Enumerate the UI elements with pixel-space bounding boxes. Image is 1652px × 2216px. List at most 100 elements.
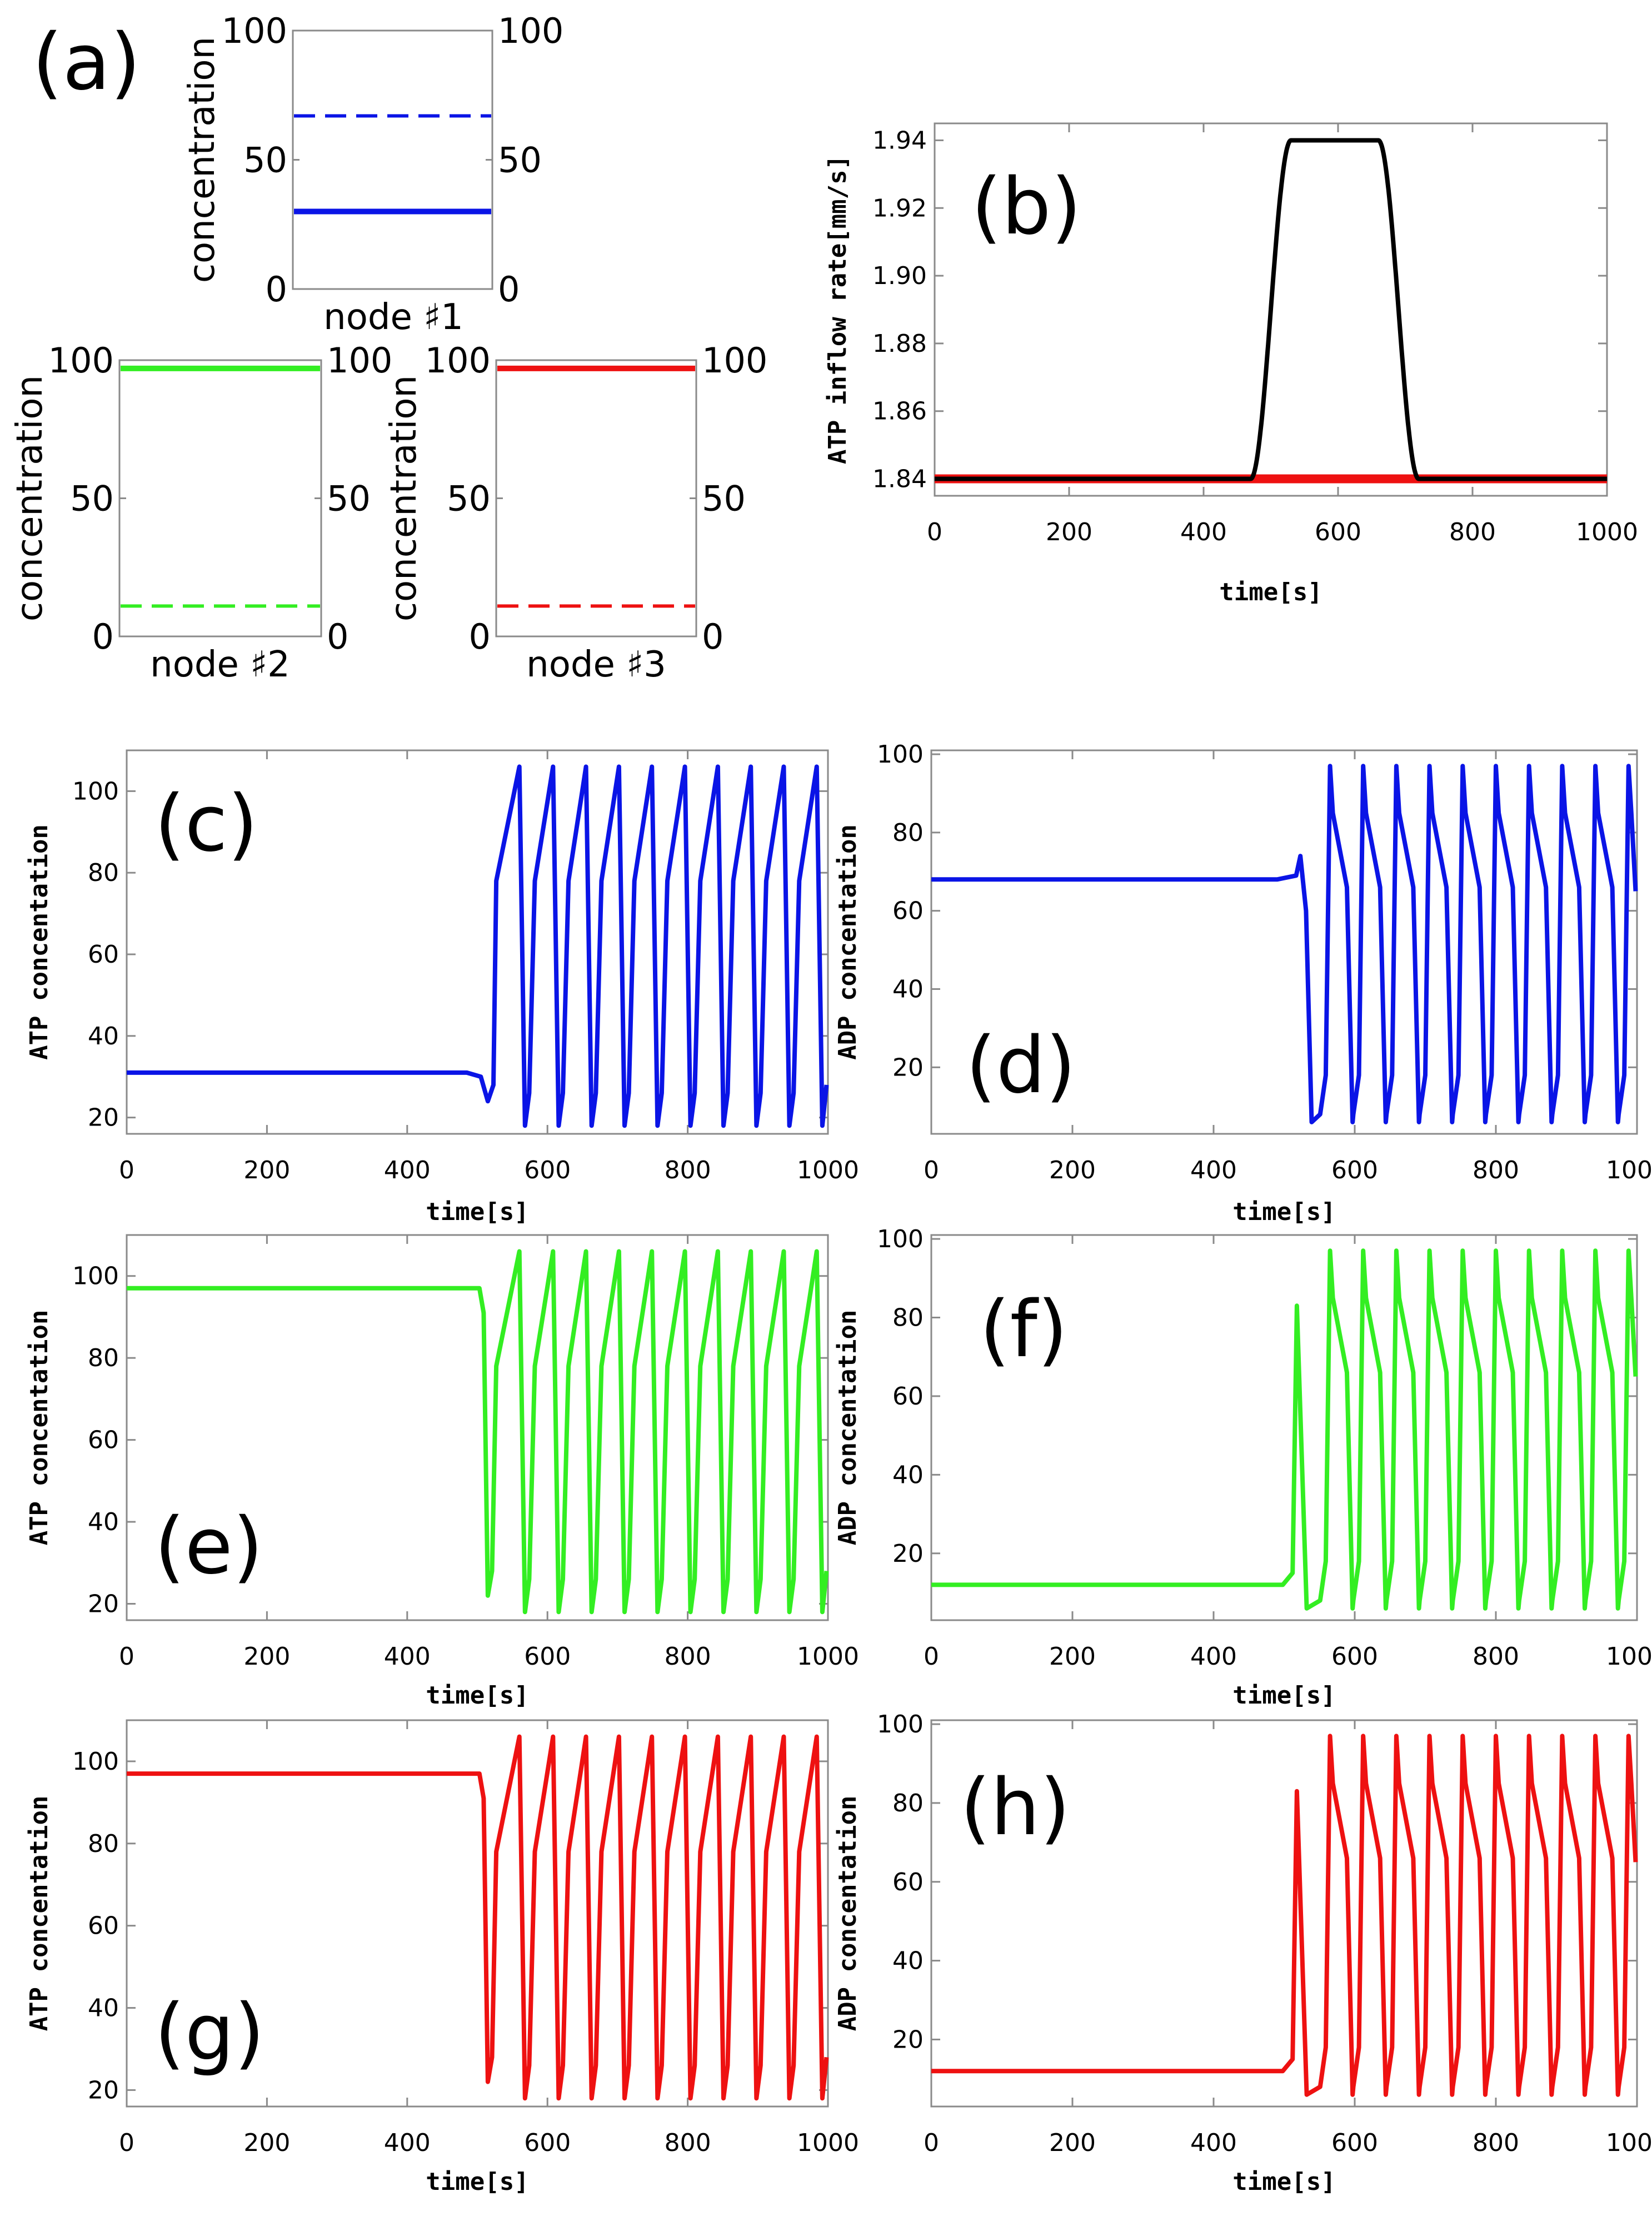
x-tick-label: 400: [384, 2129, 431, 2157]
x-tick-label: 400: [1190, 1642, 1237, 1671]
x-tick-label: 0: [119, 1156, 134, 1184]
tick-label: 50: [327, 479, 371, 519]
x-tick-label: 0: [924, 1642, 939, 1671]
panel-f-letter: (f): [980, 1284, 1068, 1375]
y-tick-label: 80: [88, 1344, 119, 1372]
y-tick-label: 100: [72, 1747, 119, 1776]
series-red-line: [127, 1734, 829, 2101]
y-tick-label: 40: [88, 1022, 119, 1050]
y-tick-label: 60: [892, 897, 924, 925]
x-tick-label: 1000: [1606, 1642, 1652, 1671]
x-tick-label: 600: [1331, 1642, 1378, 1671]
y-tick-label: 60: [88, 1426, 119, 1455]
y-axis-label: ATP concentation: [25, 824, 53, 1060]
x-tick-label: 800: [665, 1156, 711, 1184]
chart-b: 0 200 400 600 800 1000 1.84 1.86 1.88 1.90 1.92 1.9…: [823, 122, 1638, 606]
x-tick-label: 0: [119, 2129, 134, 2157]
x-tick-label: 800: [665, 1642, 711, 1671]
series-green-line: [931, 1248, 1638, 1611]
y-axis-label: concentration: [182, 37, 223, 283]
y-tick-label: 80: [892, 1304, 924, 1332]
x-tick-label: 800: [1473, 1156, 1519, 1184]
tick-label: 0: [327, 616, 348, 657]
y-axis-label: ATP concentation: [25, 1310, 53, 1546]
y-tick-label: 20: [88, 1590, 119, 1619]
panel-g-letter: (g): [154, 1988, 264, 2078]
chart-e: 0 200 400 600 800 1000 20 40 60 80 100 time[s] ATP c…: [25, 1234, 859, 1710]
y-tick-label: 100: [72, 777, 119, 805]
node-frame: [118, 359, 322, 638]
plot-frame: [126, 749, 829, 1135]
x-tick-label: 600: [524, 2129, 571, 2157]
y-axis-label: ADP concentation: [834, 1796, 862, 2031]
plot-frame: [930, 749, 1638, 1135]
series-black-line: [935, 138, 1607, 481]
x-tick-label: 400: [384, 1156, 431, 1184]
y-axis-label: ATP concentation: [25, 1796, 53, 2031]
x-tick-label: 0: [927, 518, 942, 546]
chart-c: 0 200 400 600 800 1000 20 40 60 80 100 time[s] ATP c…: [25, 749, 859, 1226]
series-red-line: [931, 1734, 1638, 2097]
tick-label: 100: [327, 340, 392, 381]
plot-frame: [126, 1234, 829, 1621]
y-tick-label: 60: [88, 1912, 119, 1940]
chart-f: 0 200 400 600 800 1000 20 40 60 80 100 time[s] ADP c…: [834, 1225, 1652, 1710]
tick-label: 50: [447, 479, 491, 519]
x-tick-label: 200: [1049, 1156, 1096, 1184]
tick-label: 100: [425, 340, 491, 381]
tick-label: 50: [70, 479, 114, 519]
y-tick-label: 100: [877, 1225, 924, 1253]
node-frame: [292, 29, 493, 290]
x-axis-label: time[s]: [1232, 1681, 1335, 1710]
tick-label: 0: [469, 616, 491, 657]
panel-a-node-2: 0 0 50 50 100 100 node ♯2 concentration: [9, 340, 392, 685]
node-label: node ♯3: [526, 644, 666, 685]
node-frame: [495, 359, 697, 638]
x-tick-label: 200: [1046, 518, 1092, 546]
x-axis-label: time[s]: [426, 2168, 528, 2196]
panel-b-letter: (b): [971, 162, 1081, 252]
node-label: node ♯2: [150, 644, 290, 685]
panel-a-node-1: 0 0 50 50 100 100 node ♯1 concentration: [182, 11, 563, 338]
y-tick-label: 1.88: [872, 330, 927, 358]
series-blue-line: [931, 764, 1638, 1124]
y-tick-label: 1.92: [872, 194, 927, 222]
y-tick-label: 40: [88, 1994, 119, 2023]
panel-e-letter: (e): [154, 1501, 263, 1592]
y-tick-label: 20: [892, 1053, 924, 1082]
x-tick-label: 400: [1180, 518, 1227, 546]
series-green-line: [127, 1249, 829, 1615]
x-axis-label: time[s]: [426, 1681, 528, 1710]
x-tick-label: 1000: [797, 1642, 859, 1671]
x-tick-label: 0: [924, 2129, 939, 2157]
y-tick-label: 60: [892, 1868, 924, 1896]
x-axis-label: time[s]: [1232, 1198, 1335, 1226]
x-tick-label: 800: [665, 2129, 711, 2157]
y-tick-label: 1.86: [872, 397, 927, 426]
x-tick-label: 600: [1331, 1156, 1378, 1184]
x-tick-label: 0: [119, 1642, 134, 1671]
x-tick-label: 800: [1473, 1642, 1519, 1671]
panel-a-node-3: 0 0 50 50 100 100 node ♯3 concentration: [383, 340, 767, 685]
x-tick-label: 200: [243, 1156, 290, 1184]
y-tick-label: 80: [892, 819, 924, 847]
panel-a-letter: (a): [32, 17, 141, 108]
x-tick-label: 1000: [797, 2129, 859, 2157]
y-tick-label: 100: [877, 1710, 924, 1739]
plot-frame: [934, 122, 1608, 497]
y-tick-label: 60: [892, 1382, 924, 1411]
x-axis-label: time[s]: [426, 1198, 528, 1226]
x-tick-label: 600: [524, 1642, 571, 1671]
y-tick-label: 20: [892, 2025, 924, 2054]
tick-label: 0: [266, 269, 287, 310]
y-tick-label: 40: [892, 1947, 924, 1975]
y-axis-label: ATP inflow rate[mm/s]: [823, 155, 852, 464]
tick-label: 0: [702, 616, 723, 657]
x-tick-label: 0: [924, 1156, 939, 1184]
x-tick-label: 400: [384, 1642, 431, 1671]
series-blue-line: [127, 764, 829, 1128]
y-tick-label: 100: [877, 740, 924, 769]
tick-label: 50: [702, 479, 746, 519]
panel-c-letter: (c): [154, 779, 258, 869]
